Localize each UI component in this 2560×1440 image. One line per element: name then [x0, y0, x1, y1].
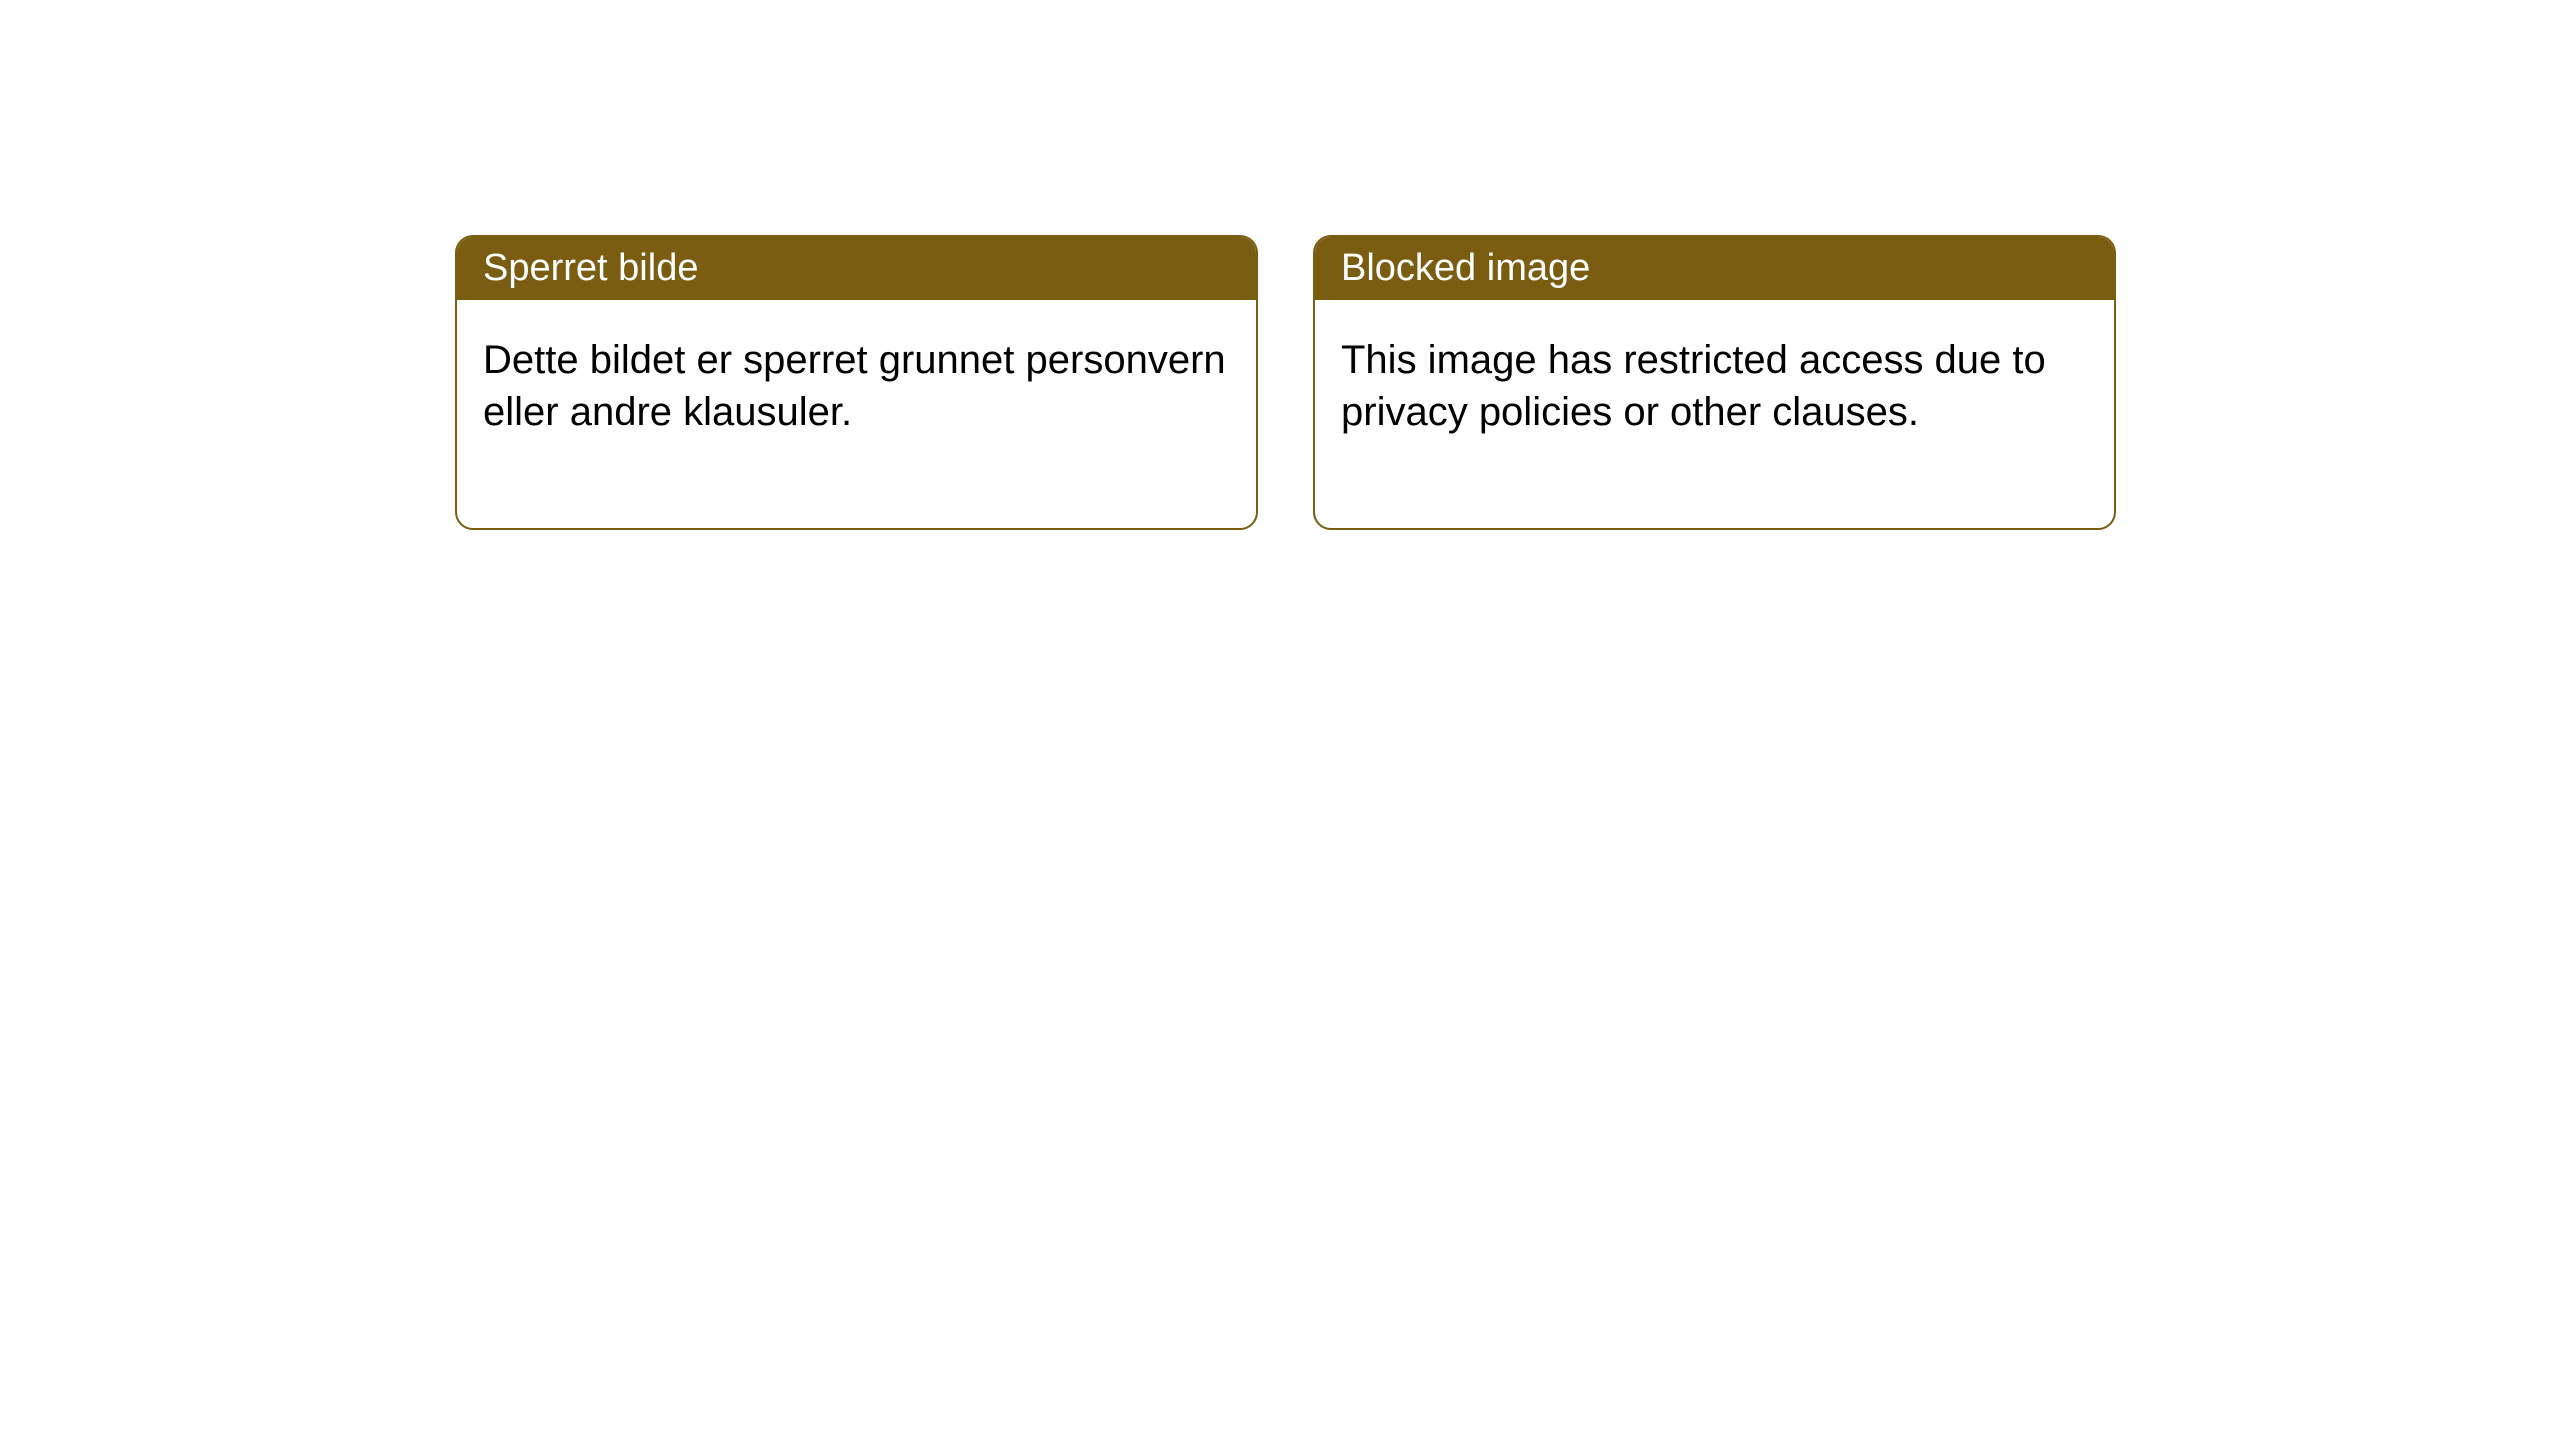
notice-body: Dette bildet er sperret grunnet personve… — [457, 300, 1256, 528]
notice-header: Sperret bilde — [457, 237, 1256, 300]
notice-text: Dette bildet er sperret grunnet personve… — [483, 338, 1226, 434]
notice-card-english: Blocked image This image has restricted … — [1313, 235, 2116, 530]
notice-title: Blocked image — [1341, 247, 1590, 289]
notice-body: This image has restricted access due to … — [1315, 300, 2114, 528]
notice-container: Sperret bilde Dette bildet er sperret gr… — [455, 235, 2116, 530]
notice-text: This image has restricted access due to … — [1341, 338, 2046, 434]
notice-title: Sperret bilde — [483, 247, 698, 289]
notice-header: Blocked image — [1315, 237, 2114, 300]
notice-card-norwegian: Sperret bilde Dette bildet er sperret gr… — [455, 235, 1258, 530]
